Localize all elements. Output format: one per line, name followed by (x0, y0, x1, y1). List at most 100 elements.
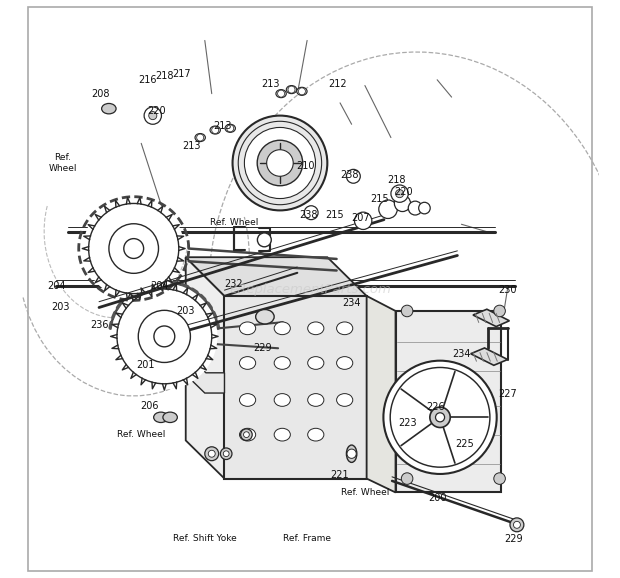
Circle shape (494, 305, 505, 317)
Circle shape (111, 283, 218, 390)
Ellipse shape (308, 394, 324, 406)
Ellipse shape (453, 381, 469, 403)
Ellipse shape (286, 86, 297, 94)
Circle shape (212, 127, 219, 134)
Circle shape (154, 326, 175, 347)
Ellipse shape (239, 357, 255, 369)
Text: Ref. Frame: Ref. Frame (283, 534, 331, 543)
Text: 203: 203 (177, 306, 195, 316)
Text: 215: 215 (325, 210, 343, 220)
Text: 213: 213 (213, 121, 231, 131)
Text: 238: 238 (340, 169, 358, 180)
Text: 227: 227 (498, 389, 517, 399)
Ellipse shape (297, 87, 307, 95)
Circle shape (244, 128, 316, 199)
Text: 203: 203 (51, 302, 69, 313)
Text: 232: 232 (224, 279, 243, 290)
Text: 226: 226 (427, 402, 445, 413)
Text: 220: 220 (394, 187, 413, 197)
Circle shape (347, 449, 356, 458)
Ellipse shape (308, 428, 324, 441)
Circle shape (355, 212, 372, 229)
Text: 217: 217 (172, 69, 191, 79)
Circle shape (208, 450, 215, 457)
Polygon shape (366, 296, 396, 492)
Ellipse shape (210, 126, 221, 134)
Ellipse shape (447, 373, 476, 410)
Text: 229: 229 (504, 533, 523, 544)
Circle shape (494, 473, 505, 484)
Ellipse shape (337, 357, 353, 369)
Circle shape (223, 451, 229, 457)
Ellipse shape (308, 322, 324, 335)
Circle shape (435, 413, 445, 422)
Circle shape (109, 224, 159, 273)
Circle shape (401, 305, 413, 317)
Text: Ref. Wheel: Ref. Wheel (341, 488, 389, 497)
Text: 206: 206 (140, 401, 159, 411)
Circle shape (278, 90, 285, 97)
Circle shape (144, 107, 161, 124)
Text: 210: 210 (296, 161, 314, 172)
Polygon shape (473, 309, 510, 327)
Text: Ref. Wheel: Ref. Wheel (117, 430, 166, 439)
Text: 220: 220 (148, 106, 166, 116)
Circle shape (205, 447, 219, 461)
Ellipse shape (274, 428, 290, 441)
Circle shape (232, 116, 327, 210)
Circle shape (244, 432, 249, 438)
Text: 229: 229 (254, 343, 272, 353)
Text: 213: 213 (262, 79, 280, 89)
Ellipse shape (102, 103, 116, 114)
Circle shape (241, 429, 252, 440)
Circle shape (267, 150, 293, 176)
Text: 216: 216 (138, 75, 156, 85)
Circle shape (257, 140, 303, 186)
Polygon shape (471, 348, 508, 365)
Text: 223: 223 (398, 418, 417, 428)
Text: 238: 238 (299, 210, 318, 220)
Text: 218: 218 (155, 71, 174, 81)
Polygon shape (186, 257, 224, 479)
Text: eReplacementParts.com: eReplacementParts.com (229, 283, 391, 295)
Circle shape (138, 310, 190, 362)
Circle shape (510, 518, 524, 532)
Ellipse shape (239, 322, 255, 335)
Text: 204: 204 (151, 281, 169, 291)
Circle shape (513, 521, 520, 528)
Circle shape (124, 239, 144, 258)
Text: Ref. Shift Yoke: Ref. Shift Yoke (173, 534, 237, 543)
Text: 230: 230 (498, 285, 517, 295)
Ellipse shape (274, 394, 290, 406)
Circle shape (408, 201, 422, 215)
Text: 218: 218 (388, 175, 406, 186)
Circle shape (257, 233, 272, 247)
Ellipse shape (337, 394, 353, 406)
Polygon shape (186, 354, 224, 393)
Text: 201: 201 (136, 360, 154, 370)
Circle shape (83, 198, 184, 299)
Text: 200: 200 (428, 493, 446, 503)
Ellipse shape (274, 357, 290, 369)
Text: 234: 234 (342, 298, 361, 309)
Text: 213: 213 (182, 140, 201, 151)
Ellipse shape (163, 412, 177, 423)
Text: Ref. Wheel: Ref. Wheel (210, 218, 258, 227)
Circle shape (221, 448, 232, 460)
Text: 236: 236 (90, 320, 108, 330)
Circle shape (149, 112, 157, 120)
Text: 225: 225 (456, 439, 474, 449)
Text: 234: 234 (452, 349, 471, 359)
Circle shape (396, 190, 404, 198)
Ellipse shape (239, 428, 255, 441)
Circle shape (418, 202, 430, 214)
Circle shape (401, 473, 413, 484)
Polygon shape (396, 311, 501, 492)
Ellipse shape (195, 134, 205, 142)
Ellipse shape (337, 322, 353, 335)
Circle shape (197, 134, 203, 141)
Ellipse shape (239, 394, 255, 406)
Ellipse shape (225, 124, 236, 132)
Ellipse shape (274, 322, 290, 335)
Text: 212: 212 (329, 79, 347, 89)
